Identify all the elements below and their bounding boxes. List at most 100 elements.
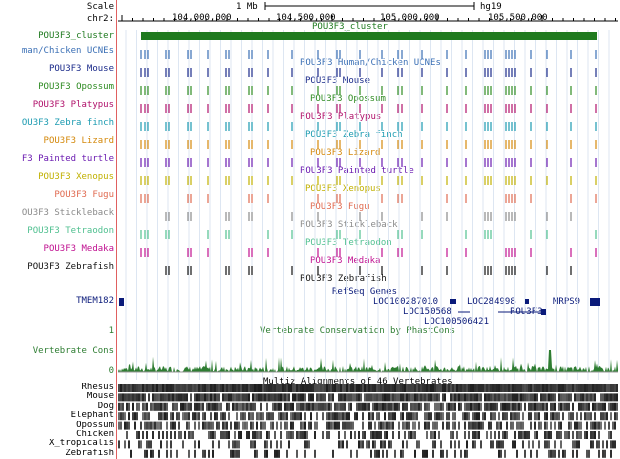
cluster-track-label[interactable]: POU3F3_cluster: [38, 31, 114, 41]
ucne-track-label[interactable]: POU3F3 Fugu: [54, 190, 114, 200]
multiz-block: [578, 393, 580, 402]
multiz-block: [298, 431, 300, 439]
multiz-block: [296, 402, 298, 411]
multiz-block: [558, 431, 560, 439]
multiz-block: [488, 402, 490, 411]
multiz-block: [340, 393, 342, 402]
multiz-block: [582, 402, 584, 411]
gene-label[interactable]: LOC284998: [467, 297, 516, 307]
multiz-block: [538, 402, 540, 411]
multiz-block: [176, 449, 178, 458]
multiz-block: [478, 421, 480, 430]
multiz-block: [404, 421, 406, 430]
multiz-block: [610, 412, 612, 421]
cons-ymax: 1: [108, 326, 114, 336]
multiz-block: [572, 412, 574, 421]
multiz-block: [288, 402, 290, 411]
ucne-track-label[interactable]: F3 Painted turtle: [21, 154, 114, 164]
gene-label[interactable]: LOC100506421: [424, 317, 490, 327]
multiz-block: [298, 393, 300, 402]
multiz-block: [414, 431, 416, 439]
multiz-block: [198, 393, 200, 402]
gene-label[interactable]: LOC100287010: [373, 297, 439, 307]
multiz-block: [192, 384, 194, 392]
ucne-track-label[interactable]: POU3F3 Zebrafish: [27, 262, 114, 272]
multiz-block: [616, 384, 618, 392]
ucne-track-label[interactable]: POU3F3 Medaka: [43, 244, 114, 254]
multiz-block: [598, 402, 600, 411]
tmem182-label[interactable]: TMEM182: [76, 296, 114, 306]
multiz-block: [168, 384, 170, 392]
ucne-track-label[interactable]: POU3F3 Platypus: [32, 100, 114, 110]
multiz-block: [616, 402, 618, 411]
multiz-block: [146, 402, 148, 411]
multiz-block: [154, 421, 156, 430]
multiz-block: [146, 384, 148, 392]
multiz-species-label[interactable]: Rhesus: [81, 383, 114, 392]
gene-label[interactable]: LOC150568: [403, 307, 452, 317]
multiz-block: [136, 402, 138, 411]
ucne-track-label[interactable]: POU3F3 Tetraodon: [27, 226, 114, 236]
ucne-track-label[interactable]: POU3F3 Mouse: [48, 64, 114, 74]
multiz-block: [332, 393, 334, 402]
multiz-block: [162, 412, 164, 421]
multiz-block: [546, 384, 548, 392]
multiz-block: [502, 393, 504, 402]
multiz-block: [448, 412, 450, 421]
ucne-track-label[interactable]: POU3F3 Lizard: [43, 136, 114, 146]
multiz-block: [344, 421, 346, 430]
multiz-species-label[interactable]: Chicken: [76, 430, 114, 439]
gene-label[interactable]: POU3F3: [510, 307, 543, 317]
multiz-block: [484, 384, 486, 392]
multiz-block: [498, 412, 500, 421]
gene-label[interactable]: MRPS9: [553, 297, 581, 307]
multiz-block: [294, 412, 296, 421]
multiz-block: [238, 431, 240, 439]
ucne-track-label[interactable]: man/Chicken UCNEs: [21, 46, 114, 56]
multiz-block: [548, 440, 550, 449]
multiz-block: [186, 412, 188, 421]
multiz-block: [462, 393, 464, 402]
cons-label[interactable]: Vertebrate Cons: [32, 346, 114, 356]
multiz-block: [240, 393, 242, 402]
multiz-block: [150, 384, 152, 392]
multiz-block: [402, 402, 404, 411]
multiz-block: [188, 402, 190, 411]
multiz-species-label[interactable]: Mouse: [86, 392, 114, 402]
multiz-block: [194, 421, 196, 430]
multiz-block: [582, 393, 584, 402]
multiz-block: [252, 431, 254, 439]
multiz-block: [606, 440, 608, 449]
multiz-block: [548, 431, 550, 439]
multiz-block: [236, 393, 238, 402]
multiz-block: [594, 421, 596, 430]
multiz-species-label[interactable]: Opossum: [76, 420, 114, 430]
ucne-track-label[interactable]: OU3F3 Zebra finch: [21, 118, 114, 128]
multiz-species-label[interactable]: Dog: [97, 401, 114, 411]
multiz-block: [474, 384, 476, 392]
multiz-block: [350, 421, 352, 430]
multiz-species-label[interactable]: Zebrafish: [65, 448, 114, 458]
multiz-block: [150, 421, 152, 430]
multiz-block: [170, 449, 172, 458]
multiz-block: [138, 402, 140, 411]
multiz-block: [368, 440, 370, 449]
multiz-block: [350, 431, 352, 439]
multiz-block: [432, 393, 434, 402]
multiz-block: [318, 402, 320, 411]
multiz-species-label[interactable]: X_tropicalis: [48, 439, 114, 449]
multiz-block: [460, 449, 462, 458]
ucne-track-label[interactable]: OU3F3 Stickleback: [21, 208, 114, 218]
multiz-block: [426, 421, 428, 430]
ucne-track-label[interactable]: POU3F3 Xenopus: [38, 172, 114, 182]
multiz-block: [584, 402, 586, 411]
multiz-block: [402, 421, 404, 430]
multiz-block: [614, 412, 616, 421]
multiz-block: [254, 440, 256, 449]
ucne-track-label[interactable]: POU3F3 Opossum: [38, 82, 114, 92]
multiz-block: [536, 384, 538, 392]
multiz-species-label[interactable]: Elephant: [70, 411, 114, 421]
multiz-block: [552, 384, 554, 392]
multiz-block: [246, 402, 248, 411]
